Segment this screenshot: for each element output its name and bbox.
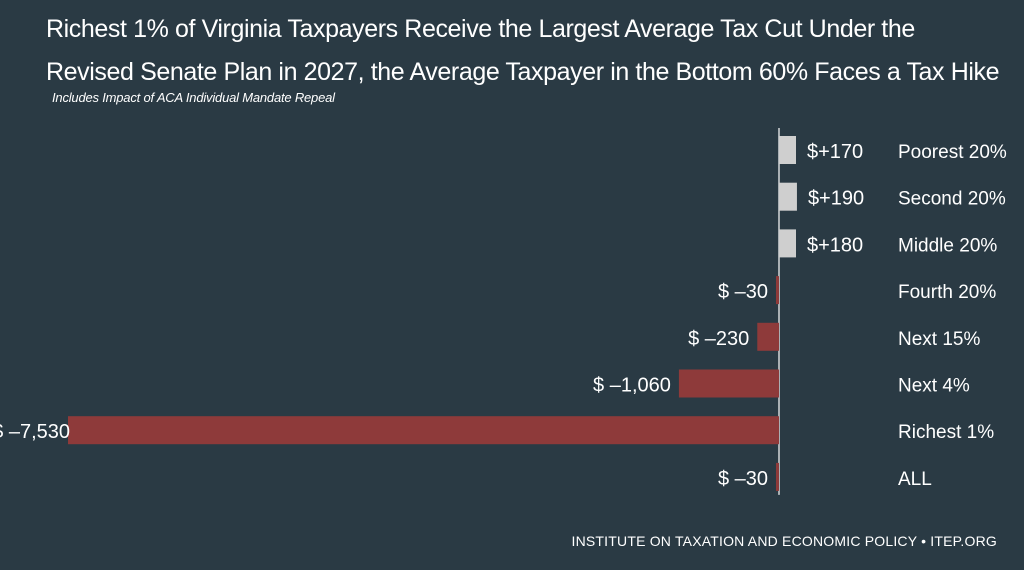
category-label-second-20pct: Second 20% <box>898 189 1006 210</box>
category-label-next-4pct: Next 4% <box>898 376 970 397</box>
category-label-next-15pct: Next 15% <box>898 329 980 350</box>
chart-subtitle: Includes Impact of ACA Individual Mandat… <box>52 90 335 105</box>
value-label-next-15pct: $ –230 <box>688 328 749 350</box>
category-label-middle-20pct: Middle 20% <box>898 235 997 256</box>
bar-all <box>776 462 779 491</box>
value-label-second-20pct: $+190 <box>808 188 864 210</box>
bar-second-20pct <box>779 182 797 211</box>
bar-fourth-20pct <box>776 276 779 305</box>
value-label-fourth-20pct: $ –30 <box>718 281 768 303</box>
chart-title: Richest 1% of Virginia Taxpayers Receive… <box>46 15 1000 86</box>
value-label-all: $ –30 <box>718 468 768 490</box>
value-label-poorest-20pct: $+170 <box>807 141 863 163</box>
category-label-richest-1pct: Richest 1% <box>898 422 994 443</box>
category-label-poorest-20pct: Poorest 20% <box>898 142 1007 163</box>
bar-poorest-20pct <box>779 136 796 164</box>
category-label-fourth-20pct: Fourth 20% <box>898 282 996 303</box>
value-label-richest-1pct: $ –7,530 <box>0 421 70 443</box>
value-label-next-4pct: $ –1,060 <box>593 375 671 397</box>
bar-next-4pct <box>678 369 779 398</box>
bar-richest-1pct <box>68 416 779 445</box>
bar-middle-20pct <box>779 229 796 258</box>
category-label-all: ALL <box>898 469 932 490</box>
bar-next-15pct <box>757 322 779 351</box>
source-note: INSTITUTE ON TAXATION AND ECONOMIC POLIC… <box>571 533 997 549</box>
value-label-middle-20pct: $+180 <box>807 234 863 256</box>
